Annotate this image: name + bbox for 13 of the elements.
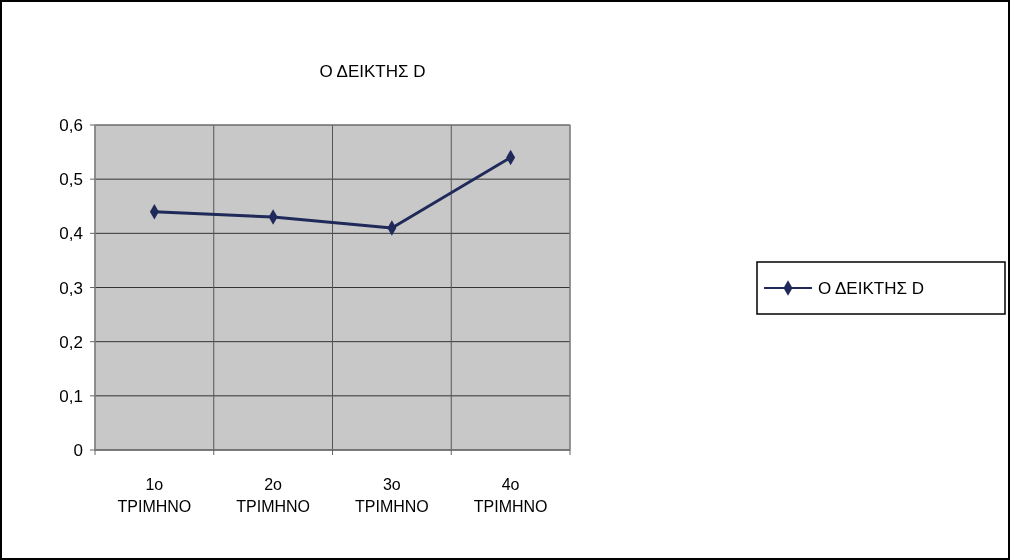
legend-label: Ο ΔΕΙΚΤΗΣ D xyxy=(818,279,924,298)
x-tick-label: 2ο ΤΡΙΜΗΝΟ xyxy=(236,476,311,515)
y-tick-label: 0,6 xyxy=(59,116,83,135)
y-tick-label: 0,4 xyxy=(59,224,83,244)
y-tick-label: 0,2 xyxy=(59,332,83,352)
y-tick-label: 0,1 xyxy=(59,386,83,406)
x-tick-label: 4ο ΤΡΙΜΗΝΟ xyxy=(473,476,548,515)
y-tick-label: 0 xyxy=(73,441,83,460)
x-tick-label: 1ο ΤΡΙΜΗΝΟ xyxy=(117,476,192,515)
y-tick-label: 0,5 xyxy=(59,170,83,190)
y-tick-label: 0,3 xyxy=(59,278,83,298)
x-tick-label: 3ο ΤΡΙΜΗΝΟ xyxy=(354,476,429,515)
chart-title: Ο ΔΕΙΚΤΗΣ D xyxy=(319,62,426,81)
